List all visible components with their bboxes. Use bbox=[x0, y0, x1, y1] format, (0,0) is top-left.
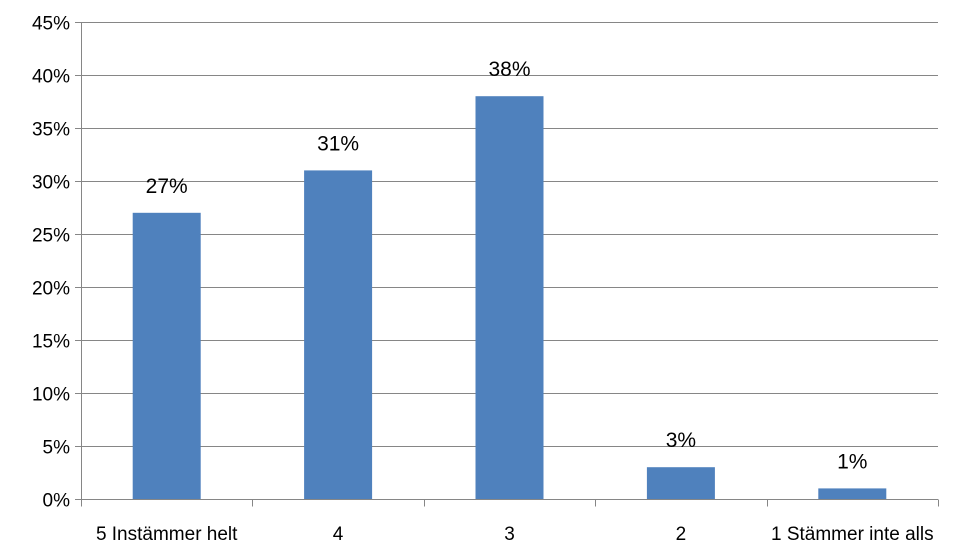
data-label: 3% bbox=[666, 429, 696, 452]
bar bbox=[818, 488, 887, 499]
y-tick-label: 25% bbox=[32, 226, 70, 247]
y-tick-label: 0% bbox=[43, 491, 71, 512]
data-label: 38% bbox=[488, 58, 530, 81]
x-tick-label: 3 bbox=[504, 524, 515, 545]
x-tick-label: 5 Instämmer helt bbox=[96, 524, 238, 545]
y-tick-label: 35% bbox=[32, 120, 70, 141]
y-tick-label: 20% bbox=[32, 279, 70, 300]
y-tick-label: 40% bbox=[32, 67, 70, 88]
x-tick-label: 1 Stämmer inte alls bbox=[771, 524, 934, 545]
data-label: 1% bbox=[837, 450, 867, 473]
x-tick-label: 4 bbox=[333, 524, 344, 545]
y-tick-label: 5% bbox=[43, 438, 71, 459]
data-label: 31% bbox=[317, 132, 359, 155]
data-label: 27% bbox=[146, 175, 188, 198]
y-tick-label: 15% bbox=[32, 332, 70, 353]
y-tick-label: 10% bbox=[32, 385, 70, 406]
bar bbox=[132, 212, 201, 500]
bar bbox=[646, 467, 715, 499]
bar bbox=[304, 170, 373, 499]
bar bbox=[475, 96, 544, 499]
y-tick-label: 30% bbox=[32, 173, 70, 194]
x-tick-label: 2 bbox=[676, 524, 687, 545]
y-tick-label: 45% bbox=[32, 14, 70, 35]
